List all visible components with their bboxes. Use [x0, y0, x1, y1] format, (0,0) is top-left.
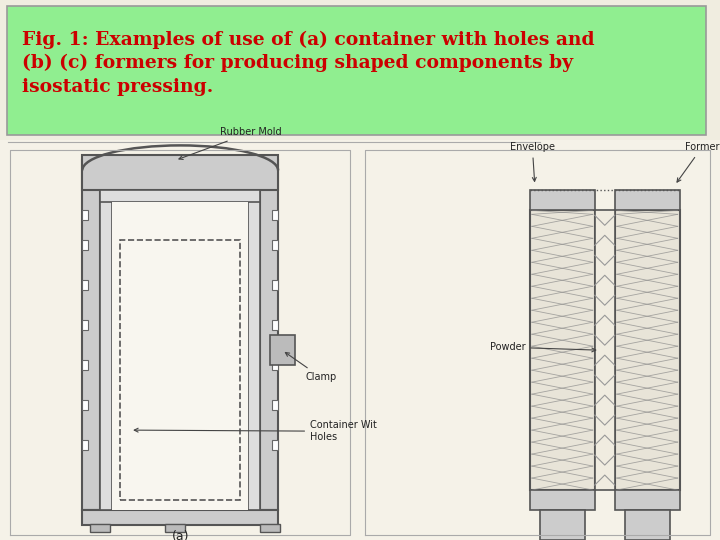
Bar — [260, 524, 280, 532]
Bar — [82, 440, 89, 450]
Bar — [100, 190, 260, 202]
Text: Container Wit
Holes: Container Wit Holes — [134, 421, 377, 442]
Bar — [540, 510, 585, 540]
Text: Powder: Powder — [490, 342, 595, 352]
Bar — [272, 360, 278, 370]
Bar — [82, 280, 89, 290]
Bar — [82, 360, 89, 370]
Bar — [272, 400, 278, 410]
Bar — [82, 400, 89, 410]
FancyBboxPatch shape — [7, 5, 706, 135]
Bar — [272, 320, 278, 330]
Text: Former: Former — [677, 143, 719, 182]
Bar — [595, 210, 615, 490]
Bar — [112, 202, 248, 510]
Bar — [530, 190, 595, 210]
Bar — [272, 280, 278, 290]
Bar — [615, 210, 680, 490]
Bar — [260, 160, 278, 510]
Bar — [90, 524, 110, 532]
Bar — [272, 210, 278, 220]
Bar — [82, 510, 278, 525]
Text: (a): (a) — [171, 530, 189, 540]
Bar — [82, 160, 100, 510]
Bar — [615, 190, 680, 210]
Bar — [120, 240, 240, 500]
Bar — [82, 320, 89, 330]
Text: Envelope: Envelope — [510, 143, 555, 181]
Text: Fig. 1: Examples of use of (a) container with holes and
(b) (c) formers for prod: Fig. 1: Examples of use of (a) container… — [22, 30, 594, 96]
Bar — [165, 524, 185, 532]
Bar — [530, 210, 595, 490]
Bar — [272, 440, 278, 450]
Text: Rubber Mold: Rubber Mold — [179, 127, 282, 159]
Bar — [82, 210, 89, 220]
Bar — [82, 156, 278, 190]
Bar — [270, 335, 295, 365]
Bar — [615, 490, 680, 510]
Bar — [248, 190, 260, 510]
Text: Clamp: Clamp — [285, 353, 336, 382]
Bar — [530, 490, 595, 510]
Bar — [100, 190, 112, 510]
Bar — [82, 240, 89, 250]
Bar — [272, 240, 278, 250]
Bar — [625, 510, 670, 540]
